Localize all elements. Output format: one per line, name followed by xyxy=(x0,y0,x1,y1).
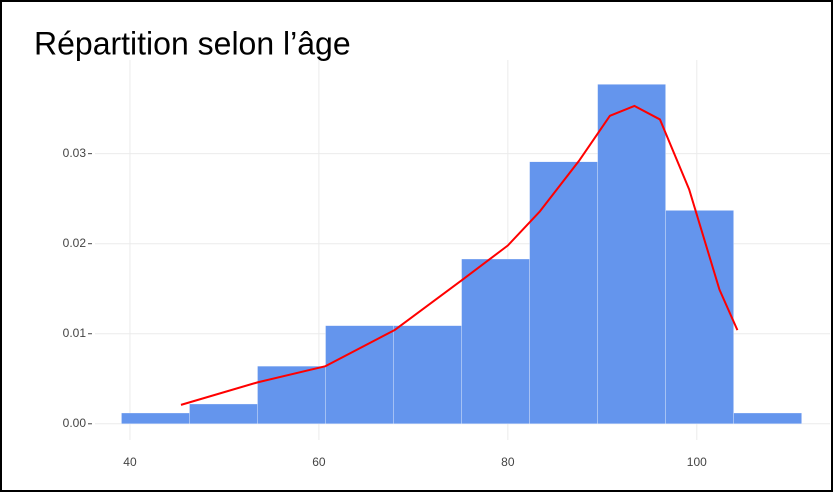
bar xyxy=(597,84,666,425)
overlay-layer: 0.00 0.01 0.02 0.03 40 60 80 100 xyxy=(63,104,739,469)
y-tick-label: 0.01 xyxy=(63,326,87,340)
y-tick-label: 0.02 xyxy=(63,236,87,250)
y-tick-label: 0.03 xyxy=(63,146,87,160)
x-tick-label: 60 xyxy=(312,455,326,469)
bar xyxy=(733,412,802,425)
x-tick-label: 40 xyxy=(123,455,137,469)
x-tick-label: 100 xyxy=(687,455,707,469)
bar-layer xyxy=(121,84,802,425)
bar xyxy=(665,210,734,425)
bar xyxy=(121,412,190,425)
density-line xyxy=(180,104,739,406)
bar xyxy=(529,161,598,425)
bar xyxy=(257,365,326,425)
bar xyxy=(189,403,258,425)
bar xyxy=(461,258,530,425)
bar xyxy=(325,325,394,425)
chart-title: Répartition selon l’âge xyxy=(34,25,351,61)
x-tick-label: 80 xyxy=(501,455,515,469)
bar xyxy=(393,325,462,425)
y-tick-label: 0.00 xyxy=(63,416,87,430)
